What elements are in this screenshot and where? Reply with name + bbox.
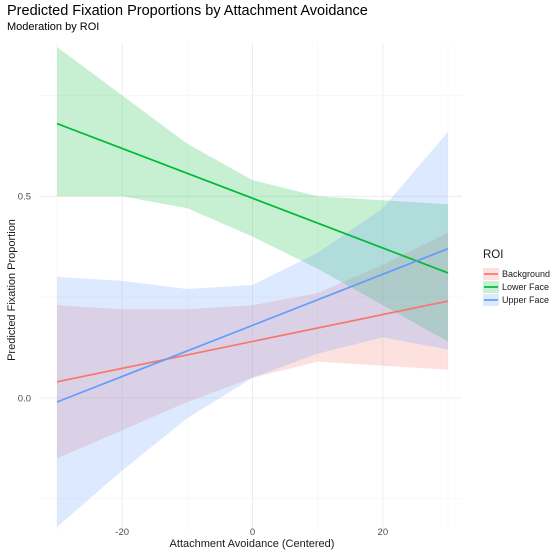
ribbon-upper-face (57, 131, 448, 527)
x-tick-label: -20 (115, 527, 129, 538)
x-axis-title: Attachment Avoidance (Centered) (170, 538, 335, 550)
legend-item-background: Background (483, 268, 550, 280)
y-tick-label: 0.5 (18, 192, 31, 203)
legend-label: Background (502, 269, 550, 279)
legend-item-upper-face: Upper Face (483, 294, 549, 306)
x-tick-label: 0 (250, 527, 255, 538)
y-tick-label: 0.0 (18, 393, 31, 404)
legend-label: Lower Face (502, 282, 549, 292)
legend-title: ROI (483, 249, 503, 261)
ribbon-lower-face (57, 47, 448, 342)
legend-label: Upper Face (502, 295, 549, 305)
chart-title: Predicted Fixation Proportions by Attach… (7, 3, 368, 19)
line-upper-face (56, 247, 449, 403)
legend: ROI Background Lower Face Upper Face (483, 249, 550, 306)
legend-item-lower-face: Lower Face (483, 281, 549, 293)
x-tick-label: 20 (378, 527, 389, 538)
chart-subtitle: Moderation by ROI (7, 21, 100, 33)
grid-lines (39, 43, 462, 531)
line-lower-face (56, 122, 449, 274)
ribbon-background (57, 232, 448, 459)
series-lines (56, 122, 449, 403)
confidence-ribbons (57, 47, 448, 527)
line-background (56, 300, 449, 383)
y-axis-ticks: 0.0 0.5 (18, 192, 31, 405)
y-axis-title: Predicted Fixation Proportion (6, 219, 18, 361)
x-axis-ticks: -20 0 20 (115, 527, 388, 538)
